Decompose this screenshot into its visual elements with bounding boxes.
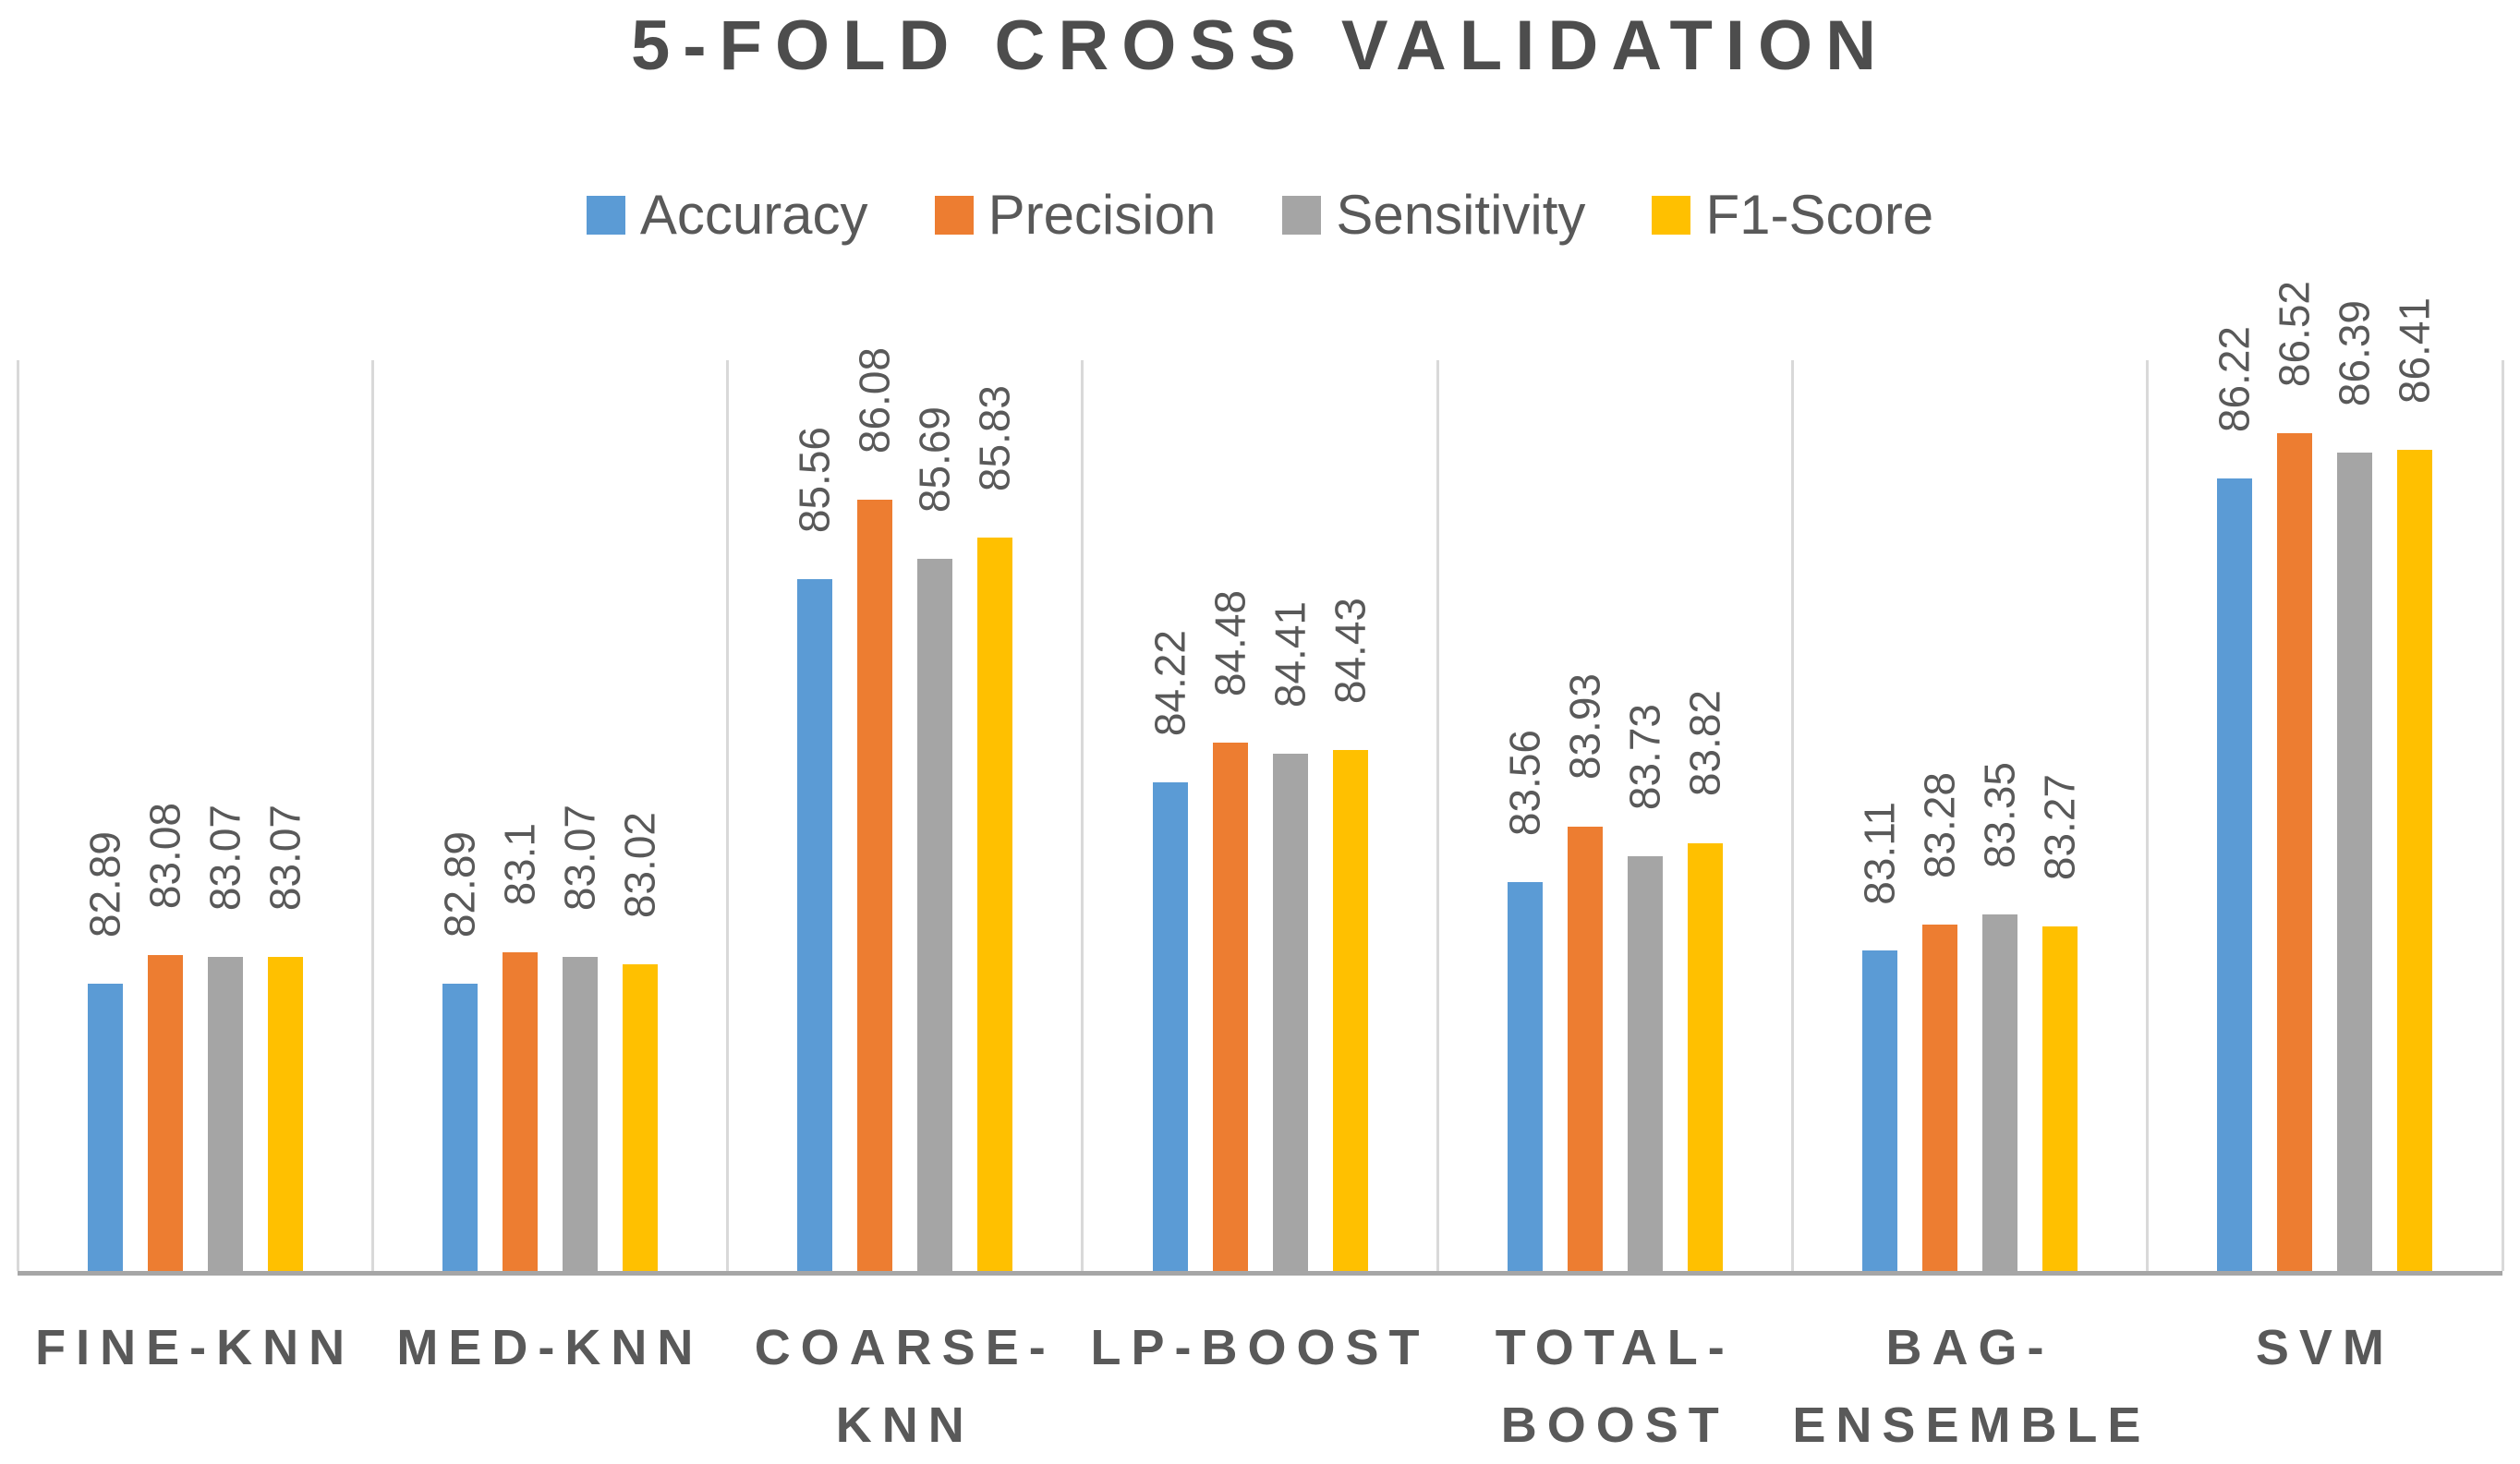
bar-precision-lp-boost [1212,743,1248,1271]
vertical-gridline [2501,360,2504,1271]
bar-f1-score-coarse-knn [977,538,1013,1271]
bar-value-label: 85.69 [910,406,959,514]
vertical-gridline [1790,360,1794,1271]
bar-accuracy-bag-ensemble [1862,950,1898,1271]
bar-sensitivity-med-knn [562,956,598,1271]
bar-value-label: 83.02 [615,811,664,919]
vertical-gridline [2146,360,2150,1271]
bar-value-label: 83.07 [200,804,249,911]
category-label-med-knn: MED-KNN [396,1320,704,1375]
bar-value-label: 85.83 [970,385,1019,492]
bar-precision-svm [2277,432,2313,1271]
legend-item-sensitivity: Sensitivity [1282,183,1585,247]
legend: Accuracy Precision Sensitivity F1-Score [0,183,2520,247]
bar-value-label: 86.39 [2331,300,2380,407]
bar-sensitivity-total-boost [1627,856,1663,1271]
legend-item-precision: Precision [934,183,1217,247]
bar-sensitivity-bag-ensemble [1982,913,2018,1271]
legend-label: Accuracy [639,184,868,246]
category-label-lp-boost: LP-BOOST [1090,1320,1430,1375]
legend-swatch-icon [1282,195,1322,235]
bar-accuracy-lp-boost [1152,781,1188,1271]
bar-value-label: 83.93 [1560,673,1609,780]
bar-accuracy-total-boost [1507,882,1543,1271]
bar-value-label: 84.22 [1145,629,1194,736]
bar-f1-score-lp-boost [1332,750,1368,1271]
bar-accuracy-fine-knn [87,984,123,1271]
chart-title: 5-FOLD CROSS VALIDATION [630,6,1890,85]
bar-f1-score-total-boost [1687,842,1723,1271]
category-label-svm: SVM [2255,1320,2394,1375]
bar-value-label: 83.1 [495,823,544,906]
legend-label: Sensitivity [1336,184,1586,246]
bar-sensitivity-svm [2337,453,2373,1271]
bar-sensitivity-fine-knn [207,956,243,1271]
category-label-bag-ensemble: BAG- ENSEMBLE [1792,1320,2151,1453]
bar-precision-med-knn [502,951,538,1271]
legend-item-accuracy: Accuracy [586,183,868,247]
bar-value-label: 83.56 [1500,730,1549,837]
bar-accuracy-med-knn [442,984,478,1271]
bar-value-label: 83.27 [2035,773,2084,880]
bar-f1-score-bag-ensemble [2042,926,2078,1271]
category-label-fine-knn: FINE-KNN [35,1320,356,1375]
bar-value-label: 83.07 [555,804,604,911]
bar-f1-score-svm [2397,449,2433,1271]
bar-precision-bag-ensemble [1922,925,1958,1271]
legend-swatch-icon [1652,195,1691,235]
vertical-gridline [1081,360,1084,1271]
x-axis-labels: FINE-KNN MED-KNN COARSE- KNN LP-BOOST TOTAL-… [18,1310,2502,1464]
bar-precision-fine-knn [147,955,183,1271]
legend-swatch-icon [934,195,974,235]
bar-value-label: 83.11 [1855,801,1904,905]
bar-value-label: 83.35 [1975,761,2024,868]
plot-area: 82.89 83.08 83.07 83.07 82.89 83.1 83.07 83.02 8… [16,281,2504,1276]
bar-value-label: 86.08 [850,347,899,454]
bar-accuracy-svm [2217,478,2253,1271]
vertical-gridline [1436,360,1439,1271]
legend-label: Precision [987,184,1217,246]
legend-item-f1-score: F1-Score [1652,183,1933,247]
bar-precision-coarse-knn [857,500,893,1271]
bar-value-label: 86.52 [2271,280,2320,387]
vertical-gridline [726,360,730,1271]
bar-sensitivity-lp-boost [1272,753,1308,1271]
legend-swatch-icon [586,195,625,235]
category-label-coarse-knn: COARSE- KNN [754,1320,1056,1453]
vertical-gridline [370,360,374,1271]
bar-f1-score-med-knn [622,964,658,1271]
bar-value-label: 82.89 [435,831,484,938]
category-label-total-boost: TOTAL- BOOST [1495,1320,1735,1453]
bar-f1-score-fine-knn [267,956,303,1271]
bar-value-label: 86.22 [2211,326,2260,433]
vertical-gridline [16,360,19,1271]
bar-value-label: 83.08 [140,803,189,910]
legend-label: F1-Score [1705,184,1934,246]
bar-value-label: 83.07 [260,804,309,911]
bar-value-label: 83.28 [1915,772,1964,879]
bar-value-label: 83.73 [1620,704,1669,811]
bar-accuracy-coarse-knn [797,578,833,1271]
bar-value-label: 86.41 [2391,296,2440,404]
bar-value-label: 83.82 [1680,690,1729,797]
bar-sensitivity-coarse-knn [917,559,953,1271]
bar-value-label: 84.48 [1205,590,1254,697]
bar-value-label: 84.41 [1266,600,1315,708]
bar-value-label: 84.43 [1326,598,1375,705]
bar-precision-total-boost [1567,826,1603,1271]
bar-value-label: 85.56 [790,426,839,533]
bar-value-label: 82.89 [80,831,129,938]
